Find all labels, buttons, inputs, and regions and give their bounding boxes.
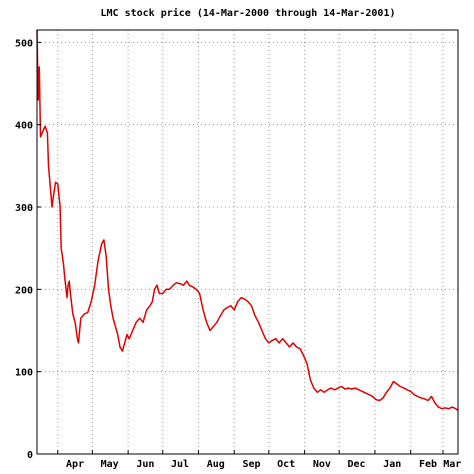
x-tick-label: Sep	[243, 459, 261, 470]
chart-title: LMC stock price (14-Mar-2000 through 14-…	[100, 7, 395, 19]
x-tick-label: Feb	[419, 459, 437, 470]
y-tick-label: 400	[15, 121, 33, 132]
y-tick-label: 500	[15, 38, 33, 49]
x-tick-label: Dec	[347, 459, 365, 470]
x-tick-label: Nov	[313, 459, 331, 470]
y-tick-label: 300	[15, 203, 33, 214]
grid-layer	[37, 30, 458, 454]
tick-label-layer: 0 100 200 300 400 500 Apr May Jun Jul Aug Sep Oct Nov…	[15, 38, 461, 470]
x-tick-label: May	[101, 459, 119, 470]
x-tick-label: Mar	[443, 459, 461, 470]
x-tick-label: Aug	[207, 459, 225, 470]
x-tick-label: Jul	[171, 459, 189, 470]
x-tick-label: Jan	[383, 459, 401, 470]
y-tick-label: 0	[27, 450, 33, 461]
x-tick-label: Apr	[66, 459, 84, 470]
y-tick-label: 200	[15, 285, 33, 296]
price-series-line	[36, 29, 459, 412]
series-layer	[36, 29, 459, 412]
plot-frame	[36, 29, 459, 455]
x-tick-label: Oct	[277, 459, 295, 470]
y-tick-label: 100	[15, 368, 33, 379]
x-tick-label: Jun	[136, 459, 154, 470]
